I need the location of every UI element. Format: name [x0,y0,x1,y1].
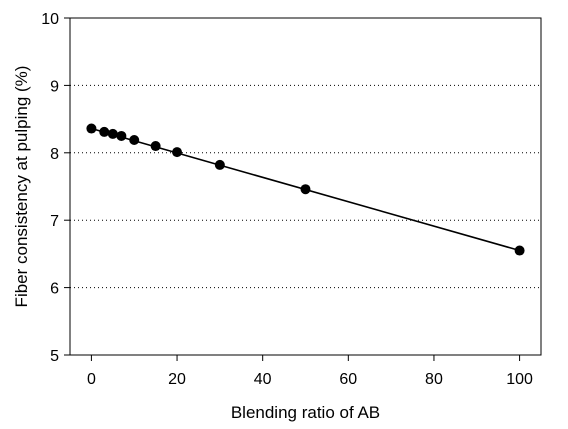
data-point [172,147,183,158]
y-tick-label: 7 [50,213,59,230]
plot-area-frame [69,17,542,356]
y-tick-label: 5 [50,348,59,365]
data-point [99,126,110,137]
data-point [86,123,97,134]
y-tick-label: 8 [50,146,59,163]
data-point [150,141,161,152]
data-point [129,134,140,145]
x-tick-label: 60 [339,371,357,388]
grid-lines [70,84,541,289]
y-tick-label: 10 [41,11,59,28]
data-point [107,128,118,139]
y-tick-label: 9 [50,78,59,95]
x-tick-label: 0 [87,371,96,388]
data-point [116,130,127,141]
data-points [86,123,525,256]
data-point [300,184,311,195]
y-axis-title: Fiber consistency at pulping (%) [12,66,31,308]
x-axis-tick-labels: 0 20 40 60 80 100 [87,371,533,388]
axis-ticks [64,17,521,361]
x-tick-label: 40 [254,371,272,388]
x-axis-title: Blending ratio of AB [231,403,380,422]
x-tick-label: 100 [506,371,533,388]
data-point [514,245,525,256]
data-point [214,159,225,170]
y-axis-tick-labels: 5 6 7 8 9 10 [41,11,59,365]
x-tick-label: 80 [425,371,443,388]
y-tick-label: 6 [50,281,59,298]
x-tick-label: 20 [168,371,186,388]
